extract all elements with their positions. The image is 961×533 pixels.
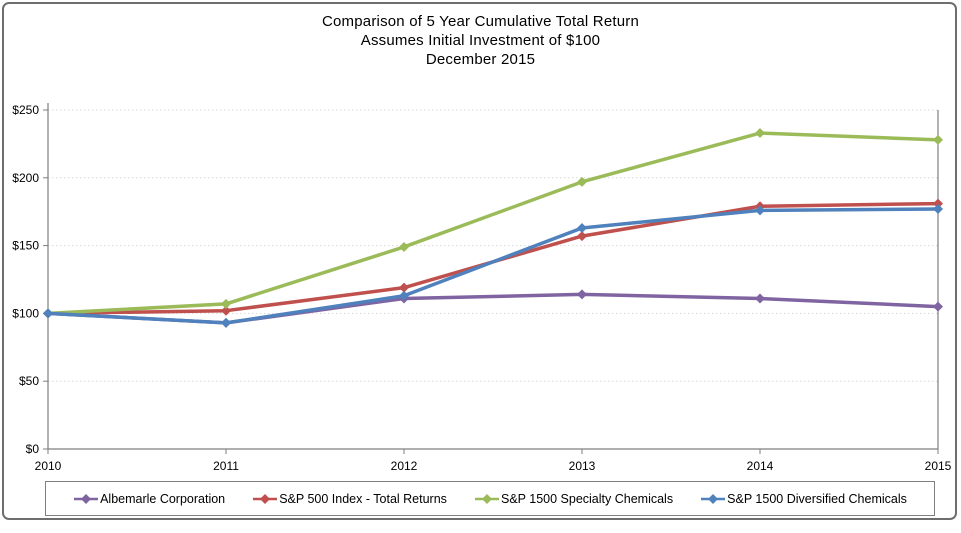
series-line-3 bbox=[46, 207, 940, 325]
legend: Albemarle Corporation S&P 500 Index - To… bbox=[45, 481, 935, 516]
y-axis-label: $50 bbox=[19, 374, 39, 388]
data-point-marker bbox=[755, 293, 765, 304]
data-point-marker bbox=[755, 128, 765, 139]
legend-label: S&P 500 Index - Total Returns bbox=[279, 491, 447, 506]
series-line-0 bbox=[46, 292, 940, 325]
x-axis-label: 2011 bbox=[213, 459, 239, 473]
series-line-2 bbox=[46, 131, 940, 316]
legend-label: S&P 1500 Diversified Chemicals bbox=[727, 491, 907, 506]
y-axis-label: $150 bbox=[12, 239, 39, 253]
legend-item-sp500: S&P 500 Index - Total Returns bbox=[252, 492, 447, 506]
line-diamond-marker-icon bbox=[73, 493, 99, 505]
line-diamond-marker-icon bbox=[474, 493, 500, 505]
x-axis-label: 2014 bbox=[747, 459, 774, 473]
legend-item-diversified: S&P 1500 Diversified Chemicals bbox=[700, 492, 907, 506]
line-diamond-marker-icon bbox=[700, 493, 726, 505]
x-axis-label: 2010 bbox=[35, 459, 62, 473]
data-point-marker bbox=[221, 317, 231, 328]
chart-title: Comparison of 5 Year Cumulative Total Re… bbox=[0, 12, 961, 69]
legend-label: S&P 1500 Specialty Chemicals bbox=[501, 491, 674, 506]
x-axis-label: 2015 bbox=[925, 459, 952, 473]
data-point-marker bbox=[933, 134, 943, 145]
chart-title-line3: December 2015 bbox=[425, 51, 536, 68]
line-diamond-marker-icon bbox=[252, 493, 278, 505]
chart-title-line1: Comparison of 5 Year Cumulative Total Re… bbox=[321, 13, 640, 30]
data-point-marker bbox=[399, 241, 409, 252]
data-point-marker bbox=[755, 205, 765, 216]
chart-frame bbox=[2, 2, 957, 520]
data-point-marker bbox=[577, 222, 587, 233]
data-point-marker bbox=[399, 282, 409, 293]
x-axis-label: 2012 bbox=[391, 459, 418, 473]
legend-label: Albemarle Corporation bbox=[100, 491, 226, 506]
data-point-marker bbox=[933, 301, 943, 312]
data-point-marker bbox=[933, 198, 943, 209]
data-point-marker bbox=[43, 308, 53, 319]
data-point-marker bbox=[577, 231, 587, 242]
chart-title-line2: Assumes Initial Investment of $100 bbox=[360, 32, 601, 49]
data-point-marker bbox=[577, 176, 587, 187]
data-point-marker bbox=[221, 305, 231, 316]
y-axis-label: $0 bbox=[26, 442, 40, 456]
y-axis-label: $250 bbox=[12, 103, 39, 117]
y-axis-label: $100 bbox=[12, 306, 39, 320]
legend-item-specialty: S&P 1500 Specialty Chemicals bbox=[474, 492, 673, 506]
x-axis-label: 2013 bbox=[569, 459, 596, 473]
data-point-marker bbox=[221, 298, 231, 309]
data-point-marker bbox=[933, 203, 943, 214]
data-point-marker bbox=[399, 290, 409, 301]
data-point-marker bbox=[577, 289, 587, 300]
legend-item-albemarle: Albemarle Corporation bbox=[73, 492, 225, 506]
y-axis-label: $200 bbox=[12, 171, 39, 185]
